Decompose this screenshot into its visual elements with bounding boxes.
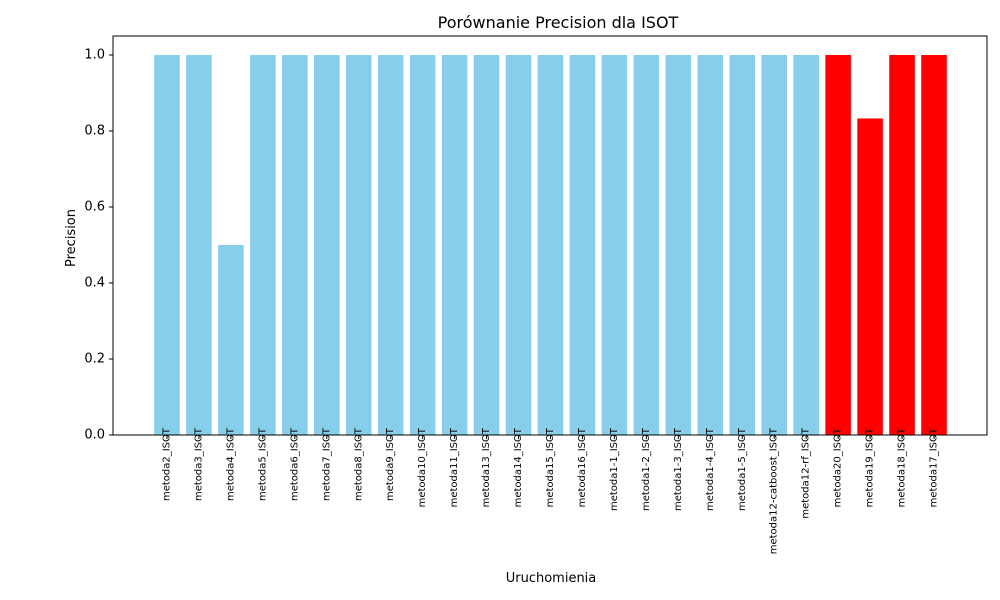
x-tick-label: metoda3_ISOT	[193, 427, 204, 501]
y-tick-label: 1.0	[84, 48, 105, 63]
x-tick-label: metoda8_ISOT	[353, 427, 364, 501]
bars-group	[154, 55, 947, 436]
x-tick-label: metoda14_ISOT	[513, 427, 524, 507]
bar-metoda1-2_ISOT	[633, 55, 660, 435]
x-tick-label: metoda1-1_ISOT	[609, 427, 620, 511]
x-tick-label: metoda7_ISOT	[321, 427, 332, 501]
x-tick-label: metoda1-5_ISOT	[737, 427, 748, 511]
bar-metoda20_ISOT	[825, 55, 851, 435]
x-tick-label: metoda4_ISOT	[225, 427, 236, 501]
bar-metoda17_ISOT	[921, 55, 947, 435]
x-tick-label: metoda12-catboost_ISOT	[769, 427, 780, 554]
x-tick-label: metoda1-4_ISOT	[705, 427, 716, 511]
chart-title: Porównanie Precision dla ISOT	[438, 13, 679, 32]
bar-metoda9_ISOT	[377, 55, 404, 435]
y-tick-label: 0.0	[84, 428, 105, 443]
x-tick-label: metoda12-rf_ISOT	[801, 427, 812, 519]
plot-frame	[112, 35, 988, 436]
x-tick-label: metoda2_ISOT	[162, 427, 173, 501]
y-axis-label: Precision	[64, 209, 79, 267]
bar-metoda1-3_ISOT	[665, 55, 692, 435]
x-tick-label: metoda1-2_ISOT	[641, 427, 652, 511]
bar-metoda6_ISOT	[282, 55, 308, 435]
bar-metoda19_ISOT	[857, 118, 883, 436]
x-tick-label: metoda19_ISOT	[865, 427, 876, 507]
x-tick-label: metoda13_ISOT	[481, 427, 492, 507]
bar-metoda14_ISOT	[505, 55, 532, 435]
y-tick-label: 0.4	[84, 276, 105, 291]
bar-metoda12-catboost_ISOT	[761, 55, 787, 435]
bar-metoda12-rf_ISOT	[793, 55, 819, 435]
bar-metoda13_ISOT	[473, 55, 500, 435]
x-tick-label: metoda1-3_ISOT	[673, 427, 684, 511]
x-tick-label: metoda16_ISOT	[577, 427, 588, 507]
bar-metoda1-5_ISOT	[729, 55, 756, 435]
x-tick-label: metoda11_ISOT	[449, 427, 460, 507]
bar-metoda5_ISOT	[250, 55, 276, 435]
y-tick-label: 0.2	[84, 352, 105, 367]
y-tick-label: 0.8	[84, 124, 105, 139]
bar-metoda15_ISOT	[537, 55, 564, 435]
x-tick-label: metoda18_ISOT	[897, 427, 908, 507]
x-tick-label: metoda10_ISOT	[417, 427, 428, 507]
bar-metoda11_ISOT	[441, 55, 468, 435]
y-tick-label: 0.6	[84, 200, 105, 215]
x-tick-label: metoda6_ISOT	[289, 427, 300, 501]
x-axis: metoda2_ISOT metoda3_ISOT metoda4_ISOT meto…	[162, 427, 940, 554]
bar-metoda16_ISOT	[569, 55, 596, 435]
bar-metoda2_ISOT	[154, 55, 180, 435]
bar-metoda4_ISOT	[218, 245, 244, 435]
x-tick-label: metoda20_ISOT	[833, 427, 844, 507]
bar-metoda1-1_ISOT	[601, 55, 628, 435]
x-tick-label: metoda17_ISOT	[929, 427, 940, 507]
x-tick-label: metoda9_ISOT	[385, 427, 396, 501]
x-tick-label: metoda15_ISOT	[545, 427, 556, 507]
bar-metoda1-4_ISOT	[697, 55, 724, 435]
x-axis-label: Uruchomienia	[506, 571, 597, 586]
bar-metoda10_ISOT	[409, 55, 436, 435]
bar-metoda3_ISOT	[186, 55, 212, 435]
y-axis: 0.0 0.2 0.4 0.6 0.8 1.0	[84, 48, 113, 443]
bar-metoda8_ISOT	[345, 55, 372, 435]
bar-metoda7_ISOT	[314, 55, 340, 435]
bar-metoda18_ISOT	[889, 55, 915, 435]
x-tick-label: metoda5_ISOT	[257, 427, 268, 501]
